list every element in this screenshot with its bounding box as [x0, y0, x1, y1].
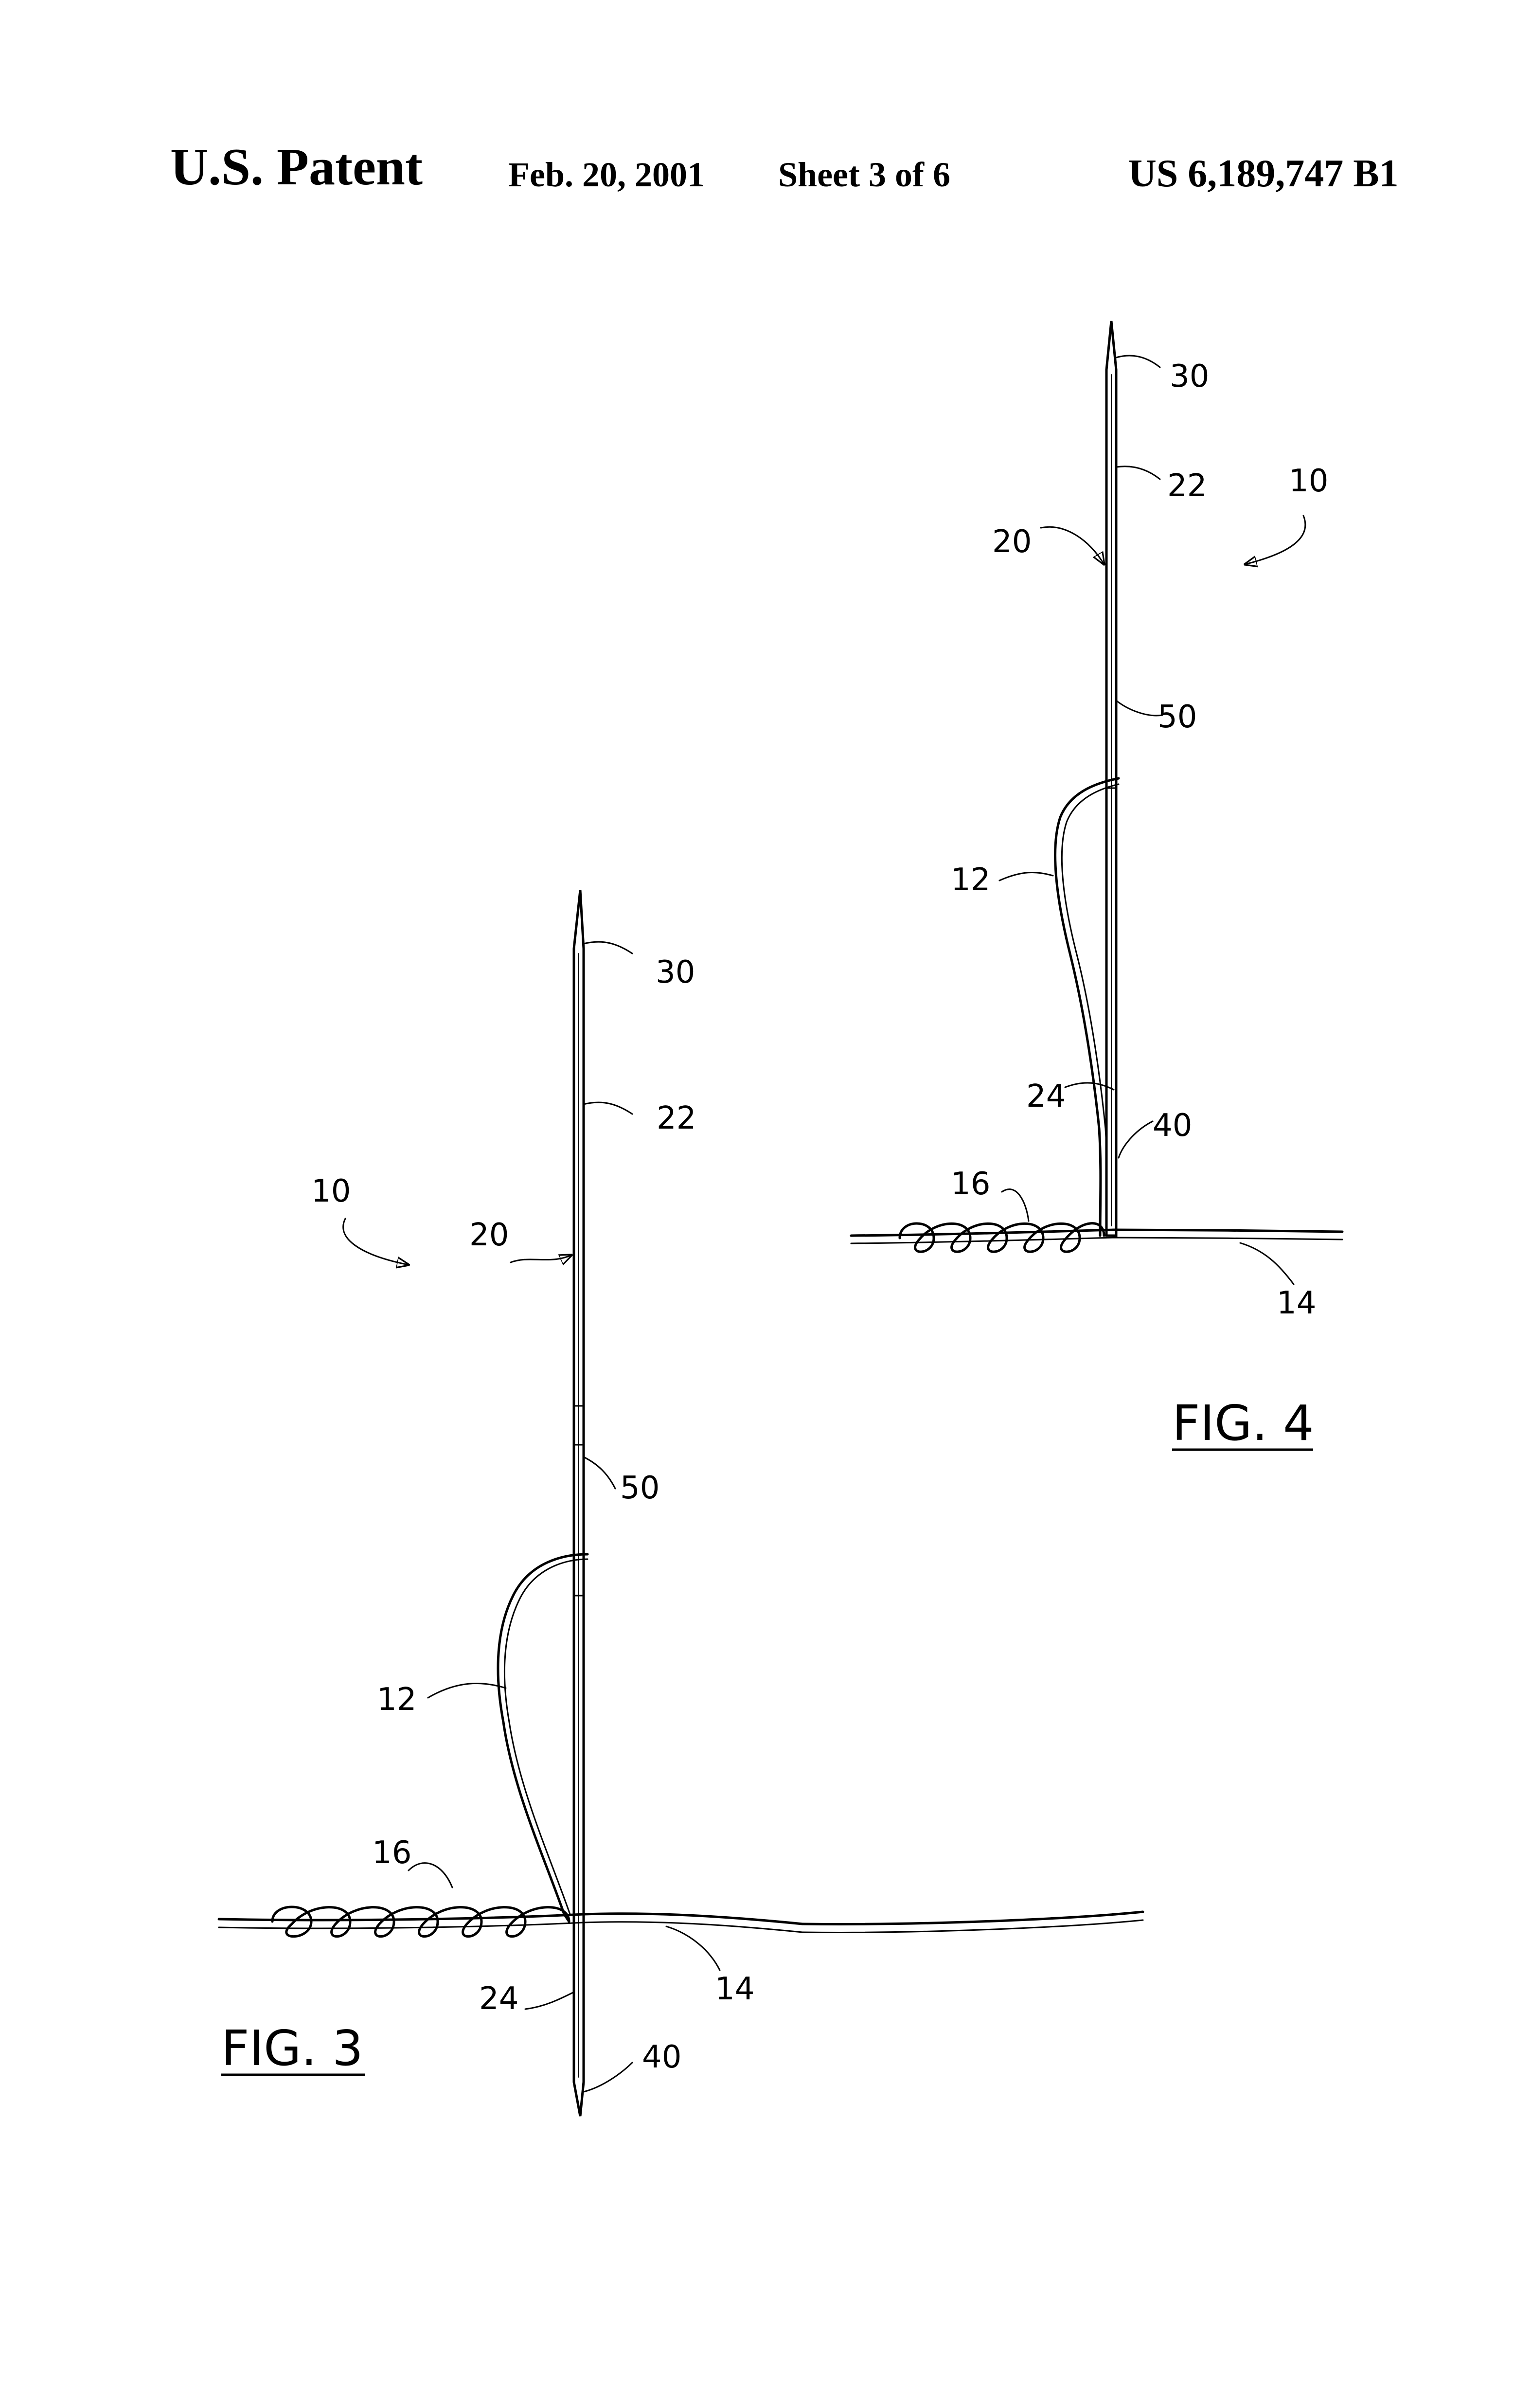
fig4-caption-group: FIG. 4 — [1172, 1395, 1314, 1452]
fig3-label-12: 12 — [377, 1682, 416, 1718]
fig3-label-40: 40 — [642, 2039, 681, 2075]
fig3-label-24: 24 — [479, 1981, 518, 2017]
fig4-suture — [1055, 778, 1119, 1236]
fig4-label-40: 40 — [1153, 1108, 1192, 1144]
fig4-label-50: 50 — [1158, 699, 1197, 735]
fig3-label-20: 20 — [469, 1217, 509, 1253]
fig4-label-16: 16 — [951, 1166, 990, 1202]
fig4-anchor-coils — [900, 1223, 1104, 1252]
fig3-label-14: 14 — [715, 1971, 754, 2007]
fig3-anchor-coils — [272, 1907, 569, 1937]
figure-3 — [219, 890, 1143, 2116]
fig4-label-12: 12 — [951, 862, 990, 898]
fig4-label-24: 24 — [1026, 1078, 1066, 1114]
fig4-label-22: 22 — [1167, 468, 1207, 504]
fig4-label-14: 14 — [1277, 1285, 1316, 1321]
fig3-label-22: 22 — [657, 1100, 696, 1136]
fig3-caption: FIG. 3 — [221, 2020, 363, 2077]
fig3-caption-group: FIG. 3 — [221, 2020, 365, 2077]
fig3-label-30: 30 — [656, 954, 695, 990]
fig3-tissue-layer — [219, 1912, 1143, 1924]
figure-4 — [851, 321, 1342, 1284]
fig4-label-10: 10 — [1289, 463, 1328, 499]
fig3-label-16: 16 — [372, 1835, 411, 1871]
fig4-reference-labels: 30 22 10 20 50 12 24 40 16 14 — [951, 359, 1328, 1321]
fig3-label-50: 50 — [620, 1470, 659, 1506]
fig4-label-20: 20 — [992, 524, 1032, 560]
fig4-label-30: 30 — [1170, 359, 1209, 395]
fig4-caption: FIG. 4 — [1172, 1395, 1314, 1452]
fig3-label-10: 10 — [311, 1173, 351, 1209]
